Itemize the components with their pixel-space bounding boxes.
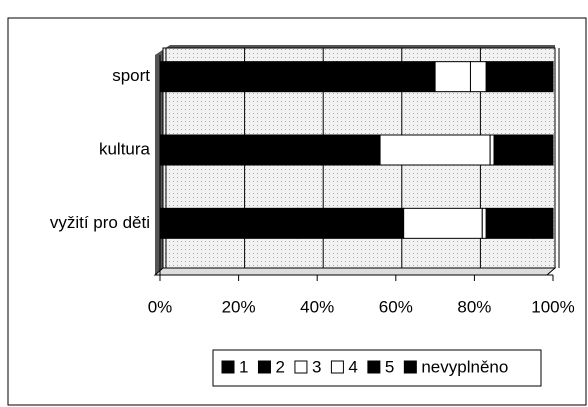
legend-label: nevyplněno [421,357,508,376]
bar-segment [532,207,554,239]
legend-label: 1 [239,357,248,376]
x-tick-label: 0% [148,297,173,316]
bar-segment [336,61,436,93]
bar-segment [159,134,279,166]
bar-segment [277,134,381,166]
bar-segment [532,134,554,166]
plot-floor [153,267,557,276]
x-tick-label: 100% [531,297,574,316]
legend-swatch [294,360,308,374]
bar-segment [493,134,534,166]
bar-segment [159,61,338,93]
legend-label: 4 [348,357,357,376]
bar-segment [481,207,487,239]
bar-segment [159,207,299,239]
legend-swatch [367,360,381,374]
legend-swatch [403,360,417,374]
legend-swatch [330,360,344,374]
bar-segment [524,61,554,93]
x-tick-label: 60% [379,297,413,316]
y-tick-label: kultura [99,139,151,158]
y-tick-label: sport [112,66,150,85]
x-tick-label: 80% [457,297,491,316]
legend-label: 3 [312,357,321,376]
bar-segment [469,61,487,93]
bar-segment [485,61,526,93]
legend-label: 5 [385,357,394,376]
legend-swatch [257,360,271,374]
x-tick-label: 20% [222,297,256,316]
bar-segment [434,61,471,93]
bar-segment [403,207,483,239]
x-tick-label: 40% [300,297,334,316]
legend-swatch [221,360,235,374]
bar-segment [297,207,405,239]
legend-label: 2 [275,357,284,376]
bar-segment [489,134,495,166]
y-tick-label: vyžití pro děti [50,213,150,232]
bar-segment [379,134,491,166]
bar-segment [485,207,534,239]
